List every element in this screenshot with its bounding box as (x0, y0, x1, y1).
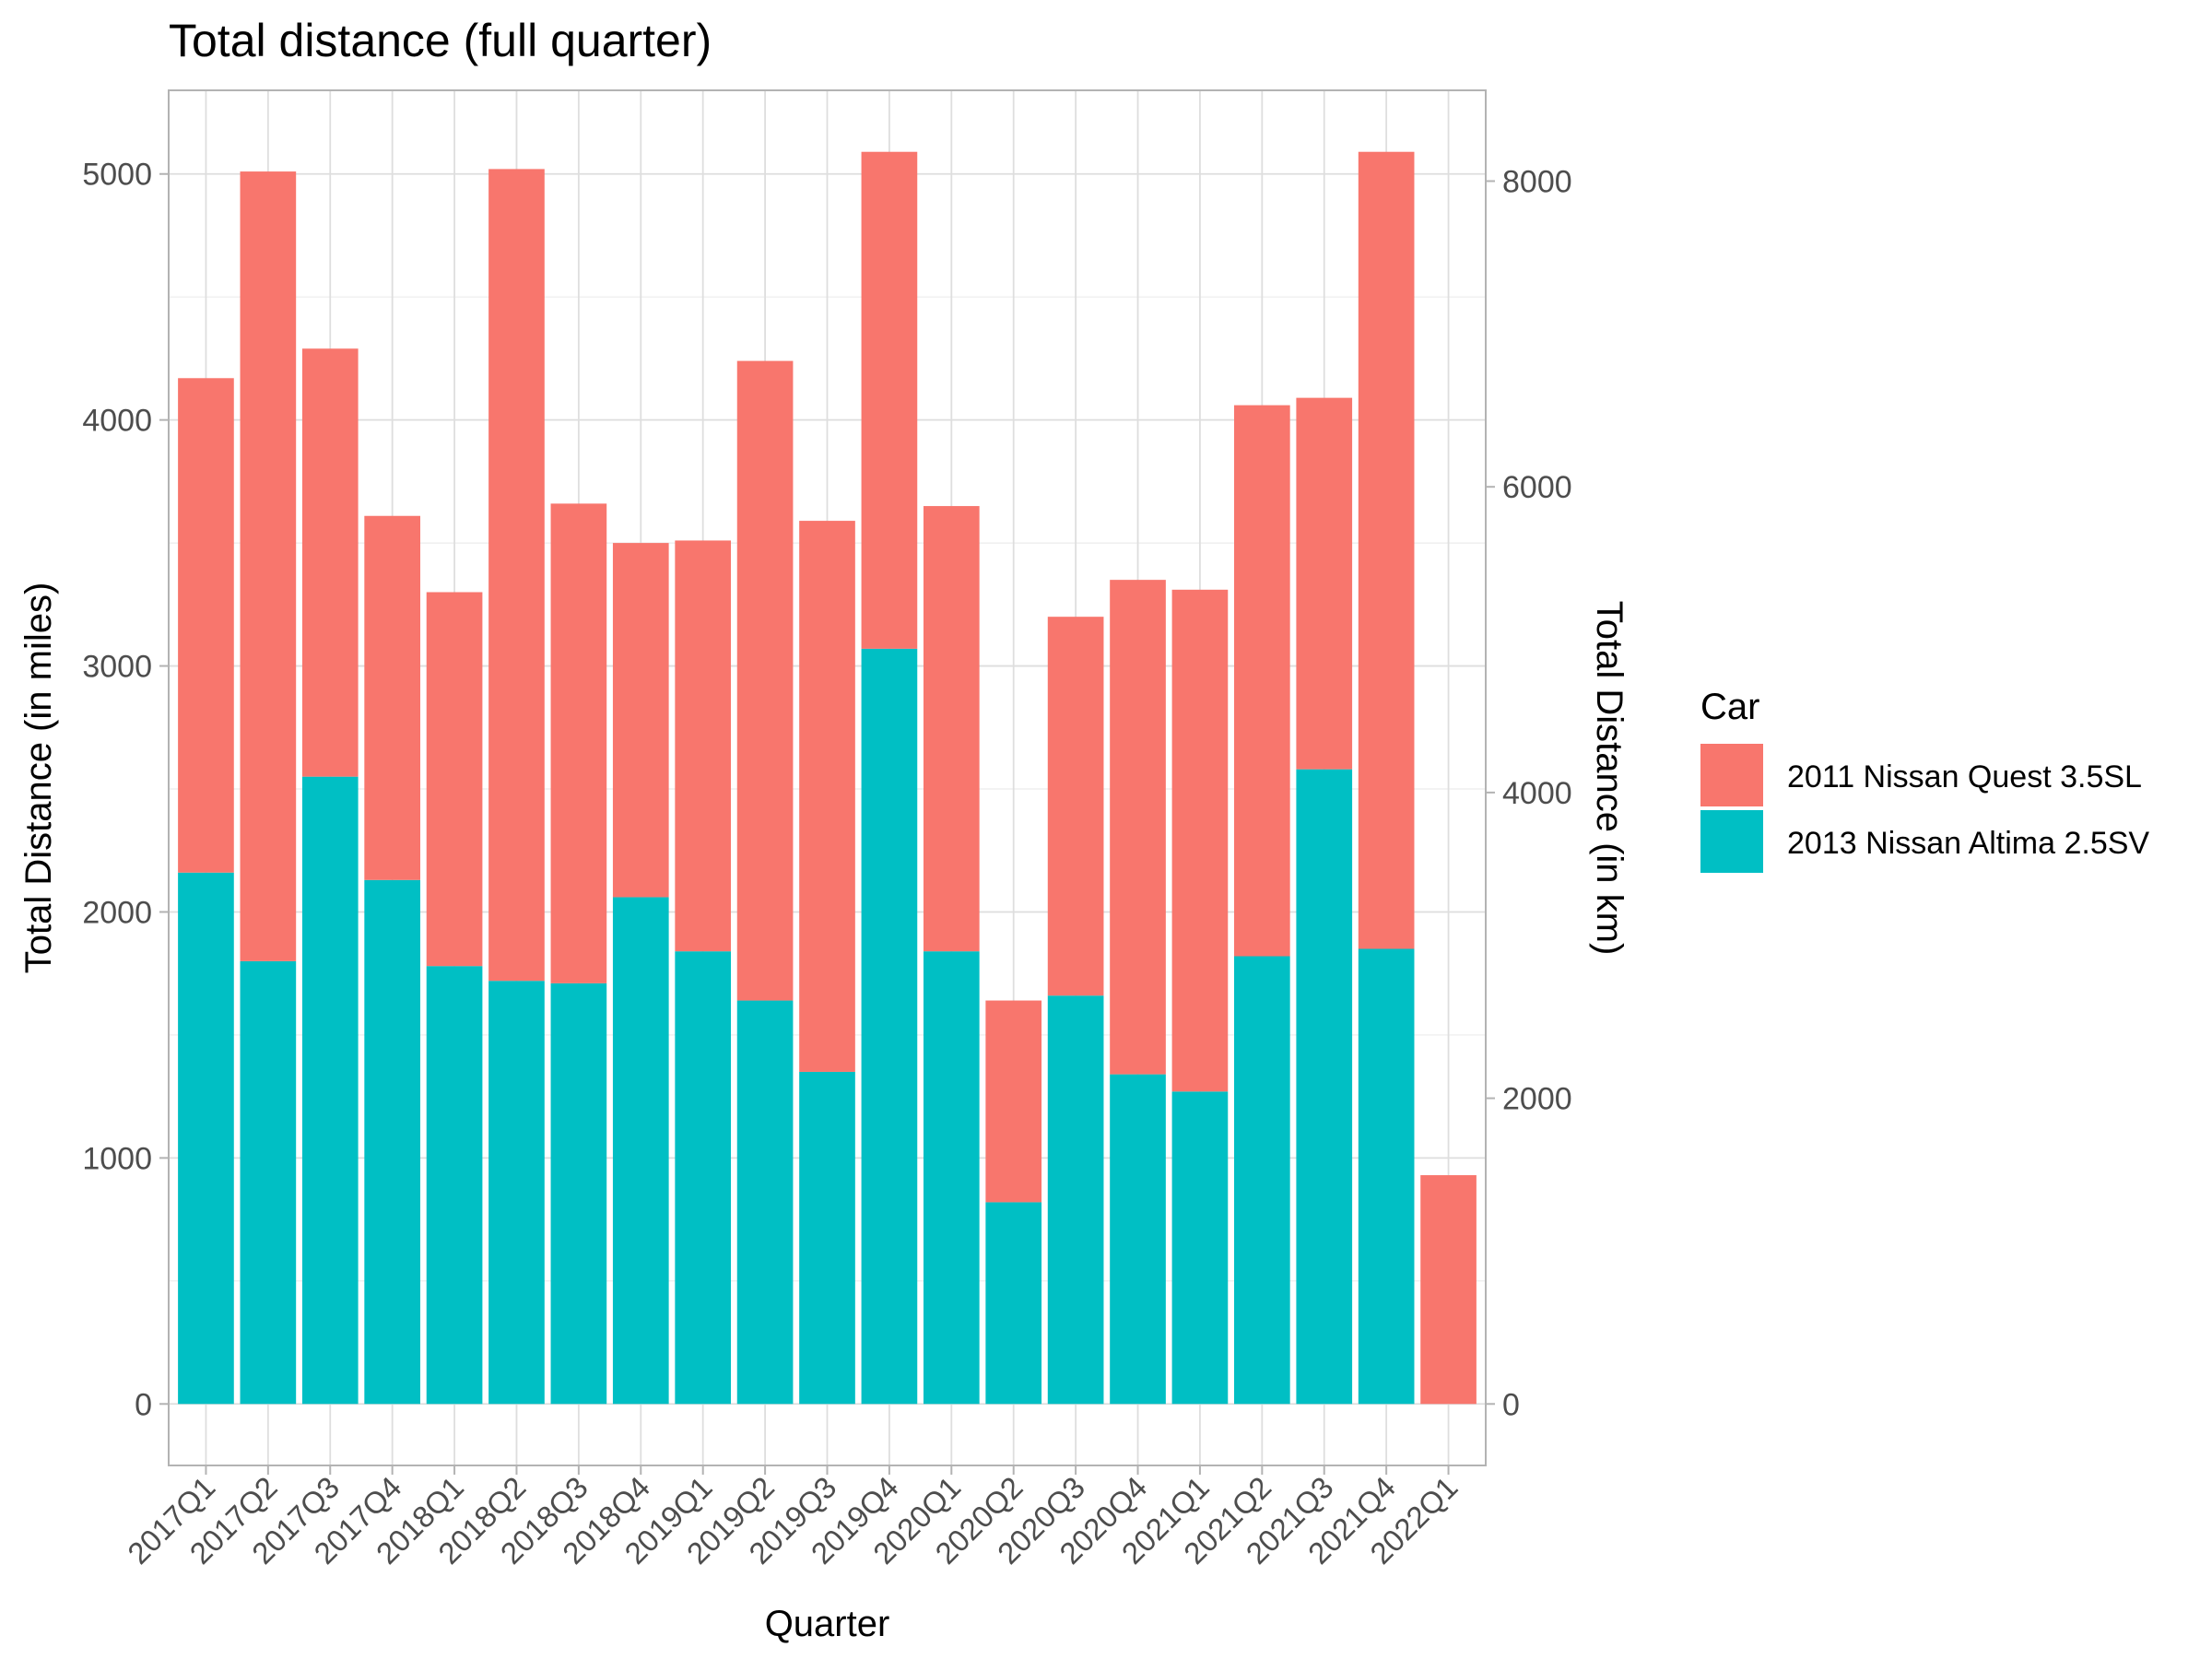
y2-tick-label: 2000 (1502, 1082, 1572, 1117)
bar-2020Q1-altima (923, 951, 980, 1405)
bar-2020Q1-quest (923, 506, 980, 952)
y-tick-label: 5000 (82, 158, 152, 193)
legend-key (1700, 744, 1763, 806)
legend: Car 2011 Nissan Quest 3.5SL 2013 Nissan A… (1700, 687, 2149, 873)
bar-2020Q2-altima (985, 1202, 1042, 1405)
y2-tick-label: 4000 (1502, 776, 1572, 811)
y-tick-label: 1000 (82, 1141, 152, 1176)
bar-2020Q4-altima (1110, 1074, 1166, 1405)
bar-2019Q4-altima (861, 648, 918, 1405)
y2-tick-label: 8000 (1502, 164, 1572, 199)
legend-label: 2013 Nissan Altima 2.5SV (1787, 826, 2149, 861)
bar-2018Q1-quest (426, 592, 483, 967)
x-axis-title: Quarter (765, 1604, 890, 1644)
bar-2017Q4-quest (364, 515, 420, 880)
bar-2018Q2-altima (488, 981, 545, 1405)
bar-2017Q2-altima (240, 960, 297, 1405)
bar-2021Q4-quest (1358, 151, 1415, 949)
bar-2019Q3-quest (799, 521, 855, 1072)
bar-2017Q3-quest (301, 348, 359, 777)
bar-2020Q3-altima (1047, 995, 1104, 1405)
bar-2018Q1-altima (426, 966, 483, 1405)
bar-2020Q4-quest (1110, 580, 1166, 1075)
y-tick-label: 2000 (82, 895, 152, 930)
bar-2019Q4-quest (861, 151, 918, 649)
y2-tick-label: 0 (1502, 1387, 1520, 1422)
bar-2021Q3-quest (1296, 397, 1353, 770)
bars (178, 151, 1477, 1405)
y-tick-label: 4000 (82, 404, 152, 439)
bar-2020Q3-quest (1047, 617, 1104, 996)
bar-2019Q3-altima (799, 1071, 855, 1405)
legend-title: Car (1700, 687, 1759, 727)
y-tick-label: 0 (135, 1387, 152, 1422)
bar-2017Q3-altima (301, 776, 359, 1405)
bar-2018Q3-quest (550, 503, 607, 983)
bar-2018Q4-altima (612, 897, 669, 1405)
bar-2021Q1-quest (1171, 589, 1229, 1092)
bar-2019Q2-quest (736, 360, 794, 1001)
y2-tick-label: 6000 (1502, 470, 1572, 505)
y-tick-label: 3000 (82, 650, 152, 685)
bar-2019Q1-altima (675, 951, 732, 1405)
legend-label: 2011 Nissan Quest 3.5SL (1787, 759, 2142, 794)
bar-2018Q4-quest (612, 543, 669, 898)
bar-2019Q1-quest (675, 540, 732, 952)
y2-axis-title: Total Distance (in km) (1589, 601, 1630, 956)
bar-2022Q1-quest (1420, 1175, 1477, 1405)
chart-title: Total distance (full quarter) (169, 15, 712, 66)
bar-2017Q1-quest (178, 378, 234, 873)
legend-key (1700, 810, 1763, 873)
bar-2021Q4-altima (1358, 948, 1415, 1405)
y-axis-title: Total Distance (in miles) (18, 582, 59, 974)
bar-2021Q2-quest (1234, 405, 1290, 957)
bar-2018Q2-quest (488, 169, 545, 982)
bar-2017Q2-quest (240, 171, 297, 961)
bar-2021Q1-altima (1171, 1091, 1229, 1405)
bar-2017Q4-altima (364, 879, 420, 1405)
bar-2020Q2-quest (985, 1000, 1042, 1203)
bar-2019Q2-altima (736, 1000, 794, 1405)
bar-2018Q3-altima (550, 982, 607, 1405)
bar-2021Q3-altima (1296, 769, 1353, 1405)
bar-2017Q1-altima (178, 872, 234, 1405)
bar-2021Q2-altima (1234, 956, 1290, 1405)
